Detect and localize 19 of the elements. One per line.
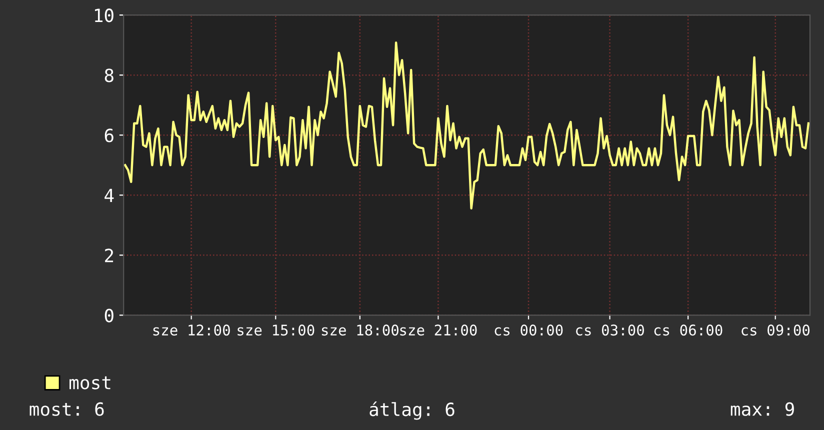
y-tick-label: 2 <box>105 248 114 262</box>
text: átlag: 6 <box>370 401 454 420</box>
x-tick-label: cs 00:00 <box>494 324 563 336</box>
x-tick-label: cs 09:00 <box>742 324 810 336</box>
x-tick-label: sze 15:00 <box>238 324 314 336</box>
x-tick-label: sze 18:00 <box>322 324 398 336</box>
line-series <box>124 42 810 210</box>
y-tick-label: 4 <box>104 188 114 202</box>
x-tick-label: sze 21:00 <box>400 324 477 336</box>
legend-label: most <box>70 376 110 390</box>
y-tick-label: 10 <box>95 8 114 22</box>
y-tick-label: 0 <box>104 308 114 322</box>
x-tick-label: cs 03:00 <box>576 324 644 336</box>
x-tick-label: cs 06:00 <box>654 324 722 336</box>
y-tick-label: 8 <box>104 68 114 82</box>
x-tick-label: sze 12:00 <box>153 324 230 336</box>
y-tick-label: 6 <box>104 128 114 142</box>
text: max: 9 <box>730 402 794 416</box>
text: most: 6 <box>30 402 104 416</box>
